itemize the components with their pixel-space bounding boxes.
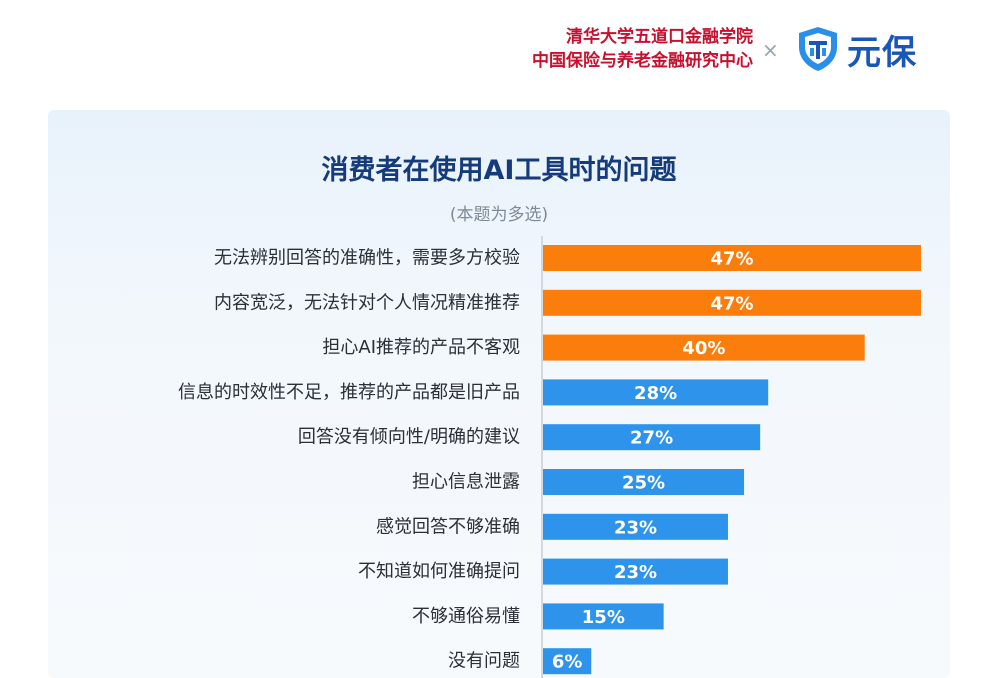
bar-value-label: 40%	[682, 338, 725, 359]
category-label: 担心信息泄露	[412, 472, 520, 493]
bar	[543, 379, 769, 406]
bar-value-label: 25%	[622, 473, 665, 494]
category-label: 回答没有倾向性/明确的建议	[298, 427, 520, 448]
collaboration-separator: ×	[762, 38, 779, 62]
bar	[543, 558, 728, 585]
bar-value-label: 47%	[710, 249, 753, 270]
category-label: 不够通俗易懂	[412, 606, 520, 627]
category-label: 无法辨别回答的准确性，需要多方校验	[214, 248, 520, 269]
bar	[543, 648, 592, 675]
chart-subtitle: (本题为多选)	[449, 205, 549, 225]
bar-value-label: 15%	[582, 607, 625, 628]
bar	[543, 289, 921, 316]
bar	[543, 424, 761, 451]
institution-line-1: 清华大学五道口金融学院	[566, 27, 753, 47]
bar-value-label: 28%	[634, 383, 677, 404]
bar	[543, 603, 664, 630]
category-label: 担心AI推荐的产品不客观	[322, 337, 520, 358]
category-label: 信息的时效性不足，推荐的产品都是旧产品	[178, 382, 520, 403]
bar-value-label: 23%	[614, 517, 657, 538]
chart-title: 消费者在使用AI工具时的问题	[321, 155, 677, 186]
brand-name: 元保	[847, 32, 917, 73]
chart-panel	[48, 110, 950, 678]
category-label: 不知道如何准确提问	[358, 561, 520, 582]
header: 清华大学五道口金融学院 中国保险与养老金融研究中心 × 元保	[0, 0, 983, 100]
bar	[543, 469, 745, 495]
brand-logo: 元保	[797, 24, 917, 74]
bar	[543, 513, 728, 540]
bar-value-label: 23%	[614, 562, 657, 583]
bar	[543, 334, 865, 361]
bar-value-label: 47%	[710, 293, 753, 314]
category-label: 没有问题	[448, 651, 520, 672]
institution-name: 清华大学五道口金融学院 中国保险与养老金融研究中心	[532, 25, 753, 73]
category-label: 内容宽泛，无法针对个人情况精准推荐	[214, 292, 520, 313]
institution-line-2: 中国保险与养老金融研究中心	[532, 51, 753, 71]
bar	[543, 245, 921, 271]
category-label: 感觉回答不够准确	[376, 516, 520, 537]
bar-value-label: 27%	[630, 428, 673, 449]
shield-logo-icon	[799, 27, 837, 71]
bar-value-label: 6%	[552, 652, 583, 673]
